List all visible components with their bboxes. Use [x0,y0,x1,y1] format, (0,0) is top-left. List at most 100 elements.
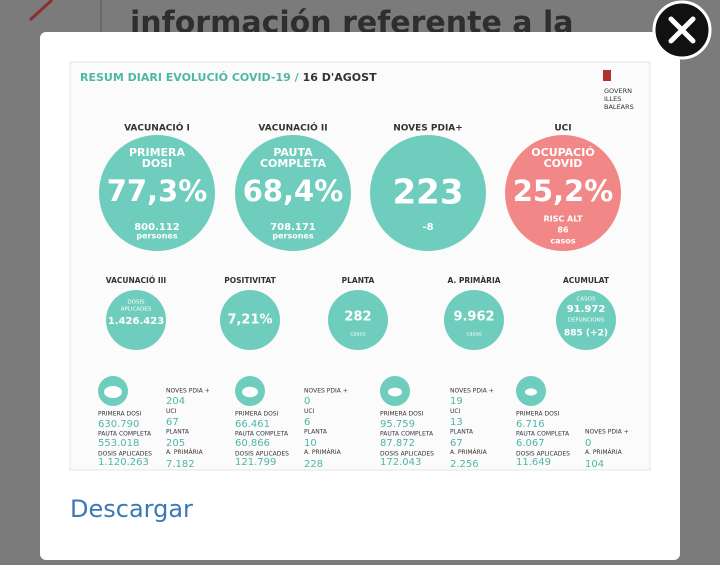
main-value: 25,2% [513,174,614,208]
main-value: 68,4% [243,174,344,208]
stat-value: 630.790 [98,419,139,430]
stat-value: 60.866 [235,438,270,449]
stat-label: NOVES PDIA + [304,388,348,395]
stat-label: DOSIS APLICADES [98,451,152,458]
stat-value: 172.043 [380,457,421,468]
stat-label: A. PRIMÀRIA [585,449,623,456]
stat-value: 67 [166,417,179,428]
logo-text: ILLES [604,95,621,103]
island-shape [242,386,258,398]
main-bottom: 86 [557,226,569,235]
main-label: VACUNACIÓ I [124,122,190,134]
stat-label: UCI [166,408,177,415]
main-circle [99,135,215,251]
logo-mark [603,70,611,81]
stat-value: 13 [450,417,463,428]
stat-value: 6 [304,417,310,428]
stat-label: PRIMERA DOSI [235,411,279,418]
stat-label: PLANTA [450,429,474,436]
logo-text: BALEARS [604,103,634,111]
stat-label: A. PRIMÀRIA [166,449,204,456]
stat-label: PAUTA COMPLETA [380,431,434,438]
main-bottom: RISC ALT [544,215,584,224]
stat-value: 1.120.263 [98,457,149,468]
stat-value: 19 [450,396,463,407]
stat-label: PRIMERA DOSI [380,411,424,418]
stat-label: PRIMERA DOSI [98,411,142,418]
secondary-circle [556,290,616,350]
secondary-circle [328,290,388,350]
secondary-value: 9.962 [453,310,494,325]
secondary-bottom: 885 (+2) [564,329,608,339]
logo-text: GOVERN [604,87,632,95]
main-bottom: 800.112 [134,222,180,233]
secondary-circle [444,290,504,350]
infographic [69,61,651,471]
download-link[interactable]: Descargar [70,495,193,523]
secondary-value: 282 [344,310,371,325]
stat-value: 11.649 [516,457,551,468]
main-circle [235,135,351,251]
secondary-value: 7,21% [227,313,272,328]
main-top: COMPLETA [260,157,327,170]
main-bottom: persones [272,232,313,241]
secondary-bottom: DEFUNCIONS [568,318,605,324]
secondary-circle [220,290,280,350]
stat-value: 0 [585,438,591,449]
close-icon[interactable] [668,16,696,44]
infographic-content: RESUM DIARI EVOLUCIÓ COVID-19 /16 D'AGOS… [80,70,634,470]
main-top: COVID [544,157,583,170]
stat-label: NOVES PDIA + [166,388,210,395]
stat-value: 204 [166,396,185,407]
stat-label: PAUTA COMPLETA [235,431,289,438]
stat-value: 95.759 [380,419,415,430]
stat-value: 553.018 [98,438,139,449]
main-circle [505,135,621,251]
main-bottom: casos [550,237,575,246]
stat-value: 205 [166,438,185,449]
main-label: VACUNACIÓ II [258,122,327,134]
stat-label: A. PRIMÀRIA [450,449,488,456]
main-top: OCUPACIÓ [531,146,594,159]
secondary-bottom: casos [466,332,482,338]
stat-label: PRIMERA DOSI [516,411,560,418]
stat-value: 6.716 [516,419,545,430]
main-bottom: -8 [422,222,433,233]
secondary-top: DOSIS [127,300,145,306]
stat-value: 87.872 [380,438,415,449]
stat-label: A. PRIMÀRIA [304,449,342,456]
island-shape [104,386,122,398]
info-date: 16 D'AGOST [303,71,377,84]
stat-value: 104 [585,459,604,470]
island-shape [525,388,537,396]
stat-label: PLANTA [166,429,190,436]
secondary-top: APLICADES [121,307,152,313]
stat-value: 10 [304,438,317,449]
main-value: 77,3% [107,174,208,208]
main-bottom: persones [136,232,177,241]
main-value: 223 [393,173,464,213]
stat-value: 6.067 [516,438,545,449]
stat-label: PAUTA COMPLETA [516,431,570,438]
stat-value: 228 [304,459,323,470]
stat-value: 2.256 [450,459,479,470]
secondary-value: 1.426.423 [108,316,164,327]
stat-label: NOVES PDIA + [585,429,629,436]
secondary-label: PLANTA [342,276,375,285]
main-circle [370,135,486,251]
stat-value: 67 [450,438,463,449]
main-top: DOSI [142,157,173,170]
main-top: PAUTA [273,146,313,159]
island-shape [388,387,402,397]
stat-label: DOSIS APLICADES [235,451,289,458]
main-label: UCI [554,124,571,134]
secondary-label: ACUMULAT [563,276,610,285]
main-label: NOVES PDIA+ [393,124,463,134]
main-top: PRIMERA [129,146,186,159]
secondary-value: 91.972 [567,304,606,315]
close-button[interactable] [652,0,712,60]
secondary-label: A. PRIMÀRIA [447,276,500,285]
secondary-top: CASOS [577,297,596,303]
